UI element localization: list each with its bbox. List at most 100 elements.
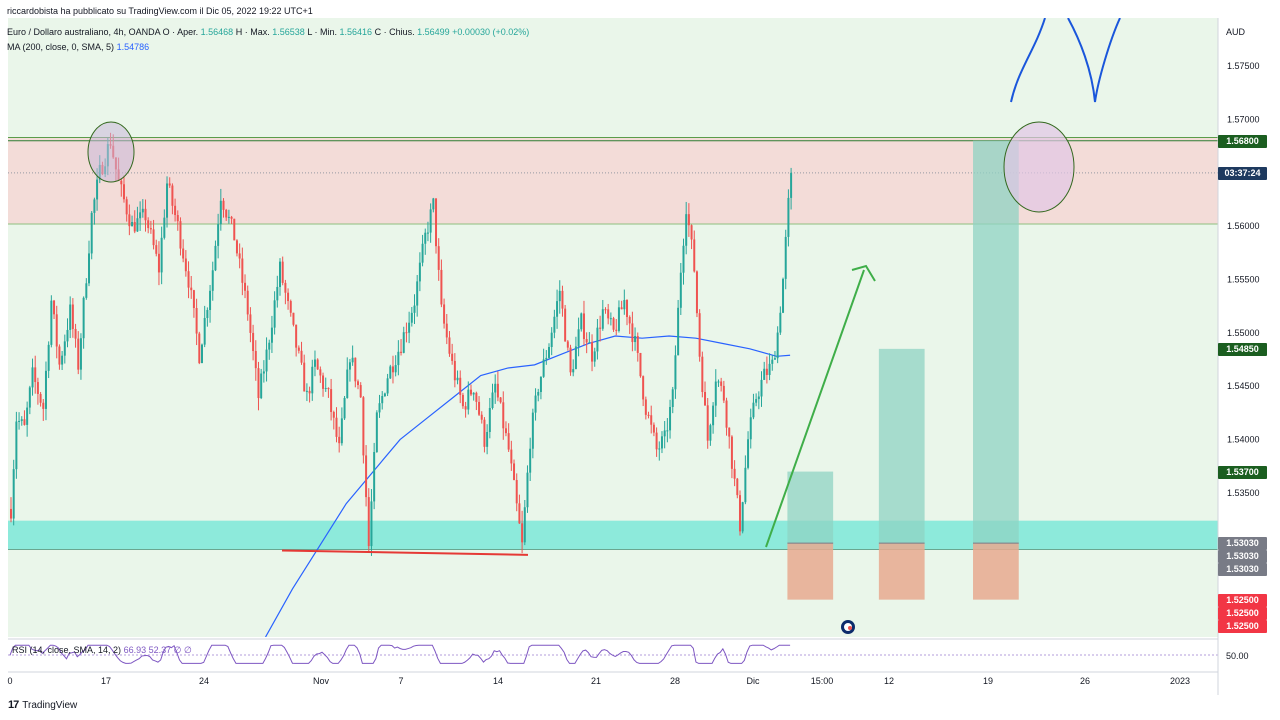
candle-body — [365, 455, 368, 498]
candle-body — [679, 272, 682, 308]
candle-body — [784, 236, 787, 279]
candle-body — [779, 312, 782, 333]
candle-body — [182, 248, 185, 259]
candle-body — [359, 385, 362, 398]
candle-body — [445, 323, 448, 338]
candle-body — [77, 338, 80, 370]
candle-body — [139, 212, 142, 219]
rsi-label[interactable]: RSI (14, close, SMA, 14, 2) — [12, 645, 122, 655]
candle-body — [136, 218, 139, 232]
time-tick-label: 12 — [884, 676, 894, 686]
price-badge: 1.52500 — [1218, 593, 1267, 607]
symbol-legend[interactable]: Euro / Dollaro australiano, 4h, OANDA O … — [7, 27, 530, 37]
candle-body — [195, 308, 198, 334]
candle-body — [464, 406, 467, 410]
candle-body — [577, 329, 580, 347]
candle-body — [478, 401, 481, 415]
projection-arrow-head — [851, 264, 876, 282]
candle-body — [515, 479, 518, 504]
candle-body — [488, 408, 491, 432]
candle-body — [36, 382, 39, 394]
candle-body — [553, 316, 556, 333]
low-label: Min. — [319, 27, 337, 37]
candle-body — [658, 448, 661, 450]
candle-body — [741, 502, 744, 532]
candle-body — [44, 370, 47, 409]
candle-body — [42, 402, 45, 409]
brand-name: TradingView — [22, 699, 78, 711]
candle-body — [88, 253, 91, 284]
candle-body — [386, 378, 389, 394]
candle-body — [144, 208, 147, 221]
candle-body — [768, 363, 771, 375]
candle-body — [650, 415, 653, 425]
time-tick-label: 28 — [670, 676, 680, 686]
candle-body — [626, 300, 629, 318]
candle-body — [564, 308, 567, 342]
candle-body — [85, 283, 88, 298]
candle-body — [671, 389, 674, 408]
candle-body — [18, 420, 21, 422]
event-flag-dot — [848, 626, 852, 630]
candle-body — [607, 309, 610, 319]
price-tick-label: 1.54000 — [1227, 435, 1260, 445]
candle-body — [704, 392, 707, 406]
candle-body — [211, 270, 214, 291]
candle-body — [709, 425, 712, 441]
hand-drawn-wave — [1010, 18, 1121, 103]
candle-body — [233, 218, 236, 241]
price-badge: 1.53030 — [1218, 537, 1267, 551]
candle-body — [421, 243, 424, 263]
candle-body — [289, 301, 292, 313]
candle-body — [230, 216, 233, 219]
symbol-name[interactable]: Euro / Dollaro australiano, 4h, OANDA — [7, 27, 161, 37]
rsi-values: 66.93 52.37 ∅ ∅ — [123, 645, 192, 655]
candle-body — [340, 418, 343, 444]
time-tick-label: 14 — [493, 676, 503, 686]
candle-body — [628, 317, 631, 324]
time-tick-label: Nov — [313, 676, 330, 686]
open-label: Aper. — [177, 27, 199, 37]
price-tick-label: 1.55500 — [1227, 274, 1260, 284]
candle-body — [593, 351, 596, 362]
ma-layer — [265, 335, 791, 637]
candle-body — [582, 313, 585, 340]
candle-body — [287, 292, 290, 302]
ma-label[interactable]: MA (200, close, 0, SMA, 5) — [7, 42, 115, 52]
position-stop-box-1 — [787, 543, 834, 600]
price-axis[interactable]: 1.575001.570001.565001.560001.555001.550… — [1227, 61, 1260, 498]
price-tick-label: 1.57500 — [1227, 61, 1260, 71]
candle-body — [494, 383, 497, 393]
candle-body — [569, 347, 572, 373]
ma-legend[interactable]: MA (200, close, 0, SMA, 5) 1.54786 — [7, 42, 149, 52]
candle-body — [128, 214, 131, 227]
candle-body — [757, 396, 760, 400]
ma200-line — [265, 335, 791, 637]
time-axis[interactable]: 0 17 24 Nov 7 14 21 28 Dic 15:00 12 19 26 2023 — [7, 676, 1190, 686]
candle-body — [453, 360, 456, 381]
candle-body — [556, 301, 559, 317]
candle-body — [69, 304, 72, 330]
candle-body — [200, 344, 203, 364]
candle-body — [367, 497, 370, 547]
candle-body — [405, 332, 408, 334]
candle-body — [147, 220, 150, 229]
candle-body — [693, 239, 696, 272]
candle-body — [370, 501, 373, 547]
candle-body — [174, 205, 177, 216]
candle-body — [701, 356, 704, 393]
high-value: 1.56538 — [272, 27, 305, 37]
candle-body — [496, 383, 499, 398]
candle-body — [604, 309, 607, 311]
candle-body — [674, 355, 677, 390]
candle-body — [96, 179, 99, 200]
candle-body — [617, 307, 620, 331]
tradingview-logo[interactable]: 17 TradingView — [8, 699, 77, 711]
rsi-legend[interactable]: RSI (14, close, SMA, 14, 2) 66.93 52.37 … — [12, 645, 192, 656]
candle-body — [324, 387, 327, 389]
candle-body — [122, 184, 125, 200]
candle-body — [58, 346, 61, 365]
currency-label: AUD — [1226, 27, 1246, 37]
candle-body — [730, 436, 733, 469]
low-short-label: L — [307, 27, 312, 37]
